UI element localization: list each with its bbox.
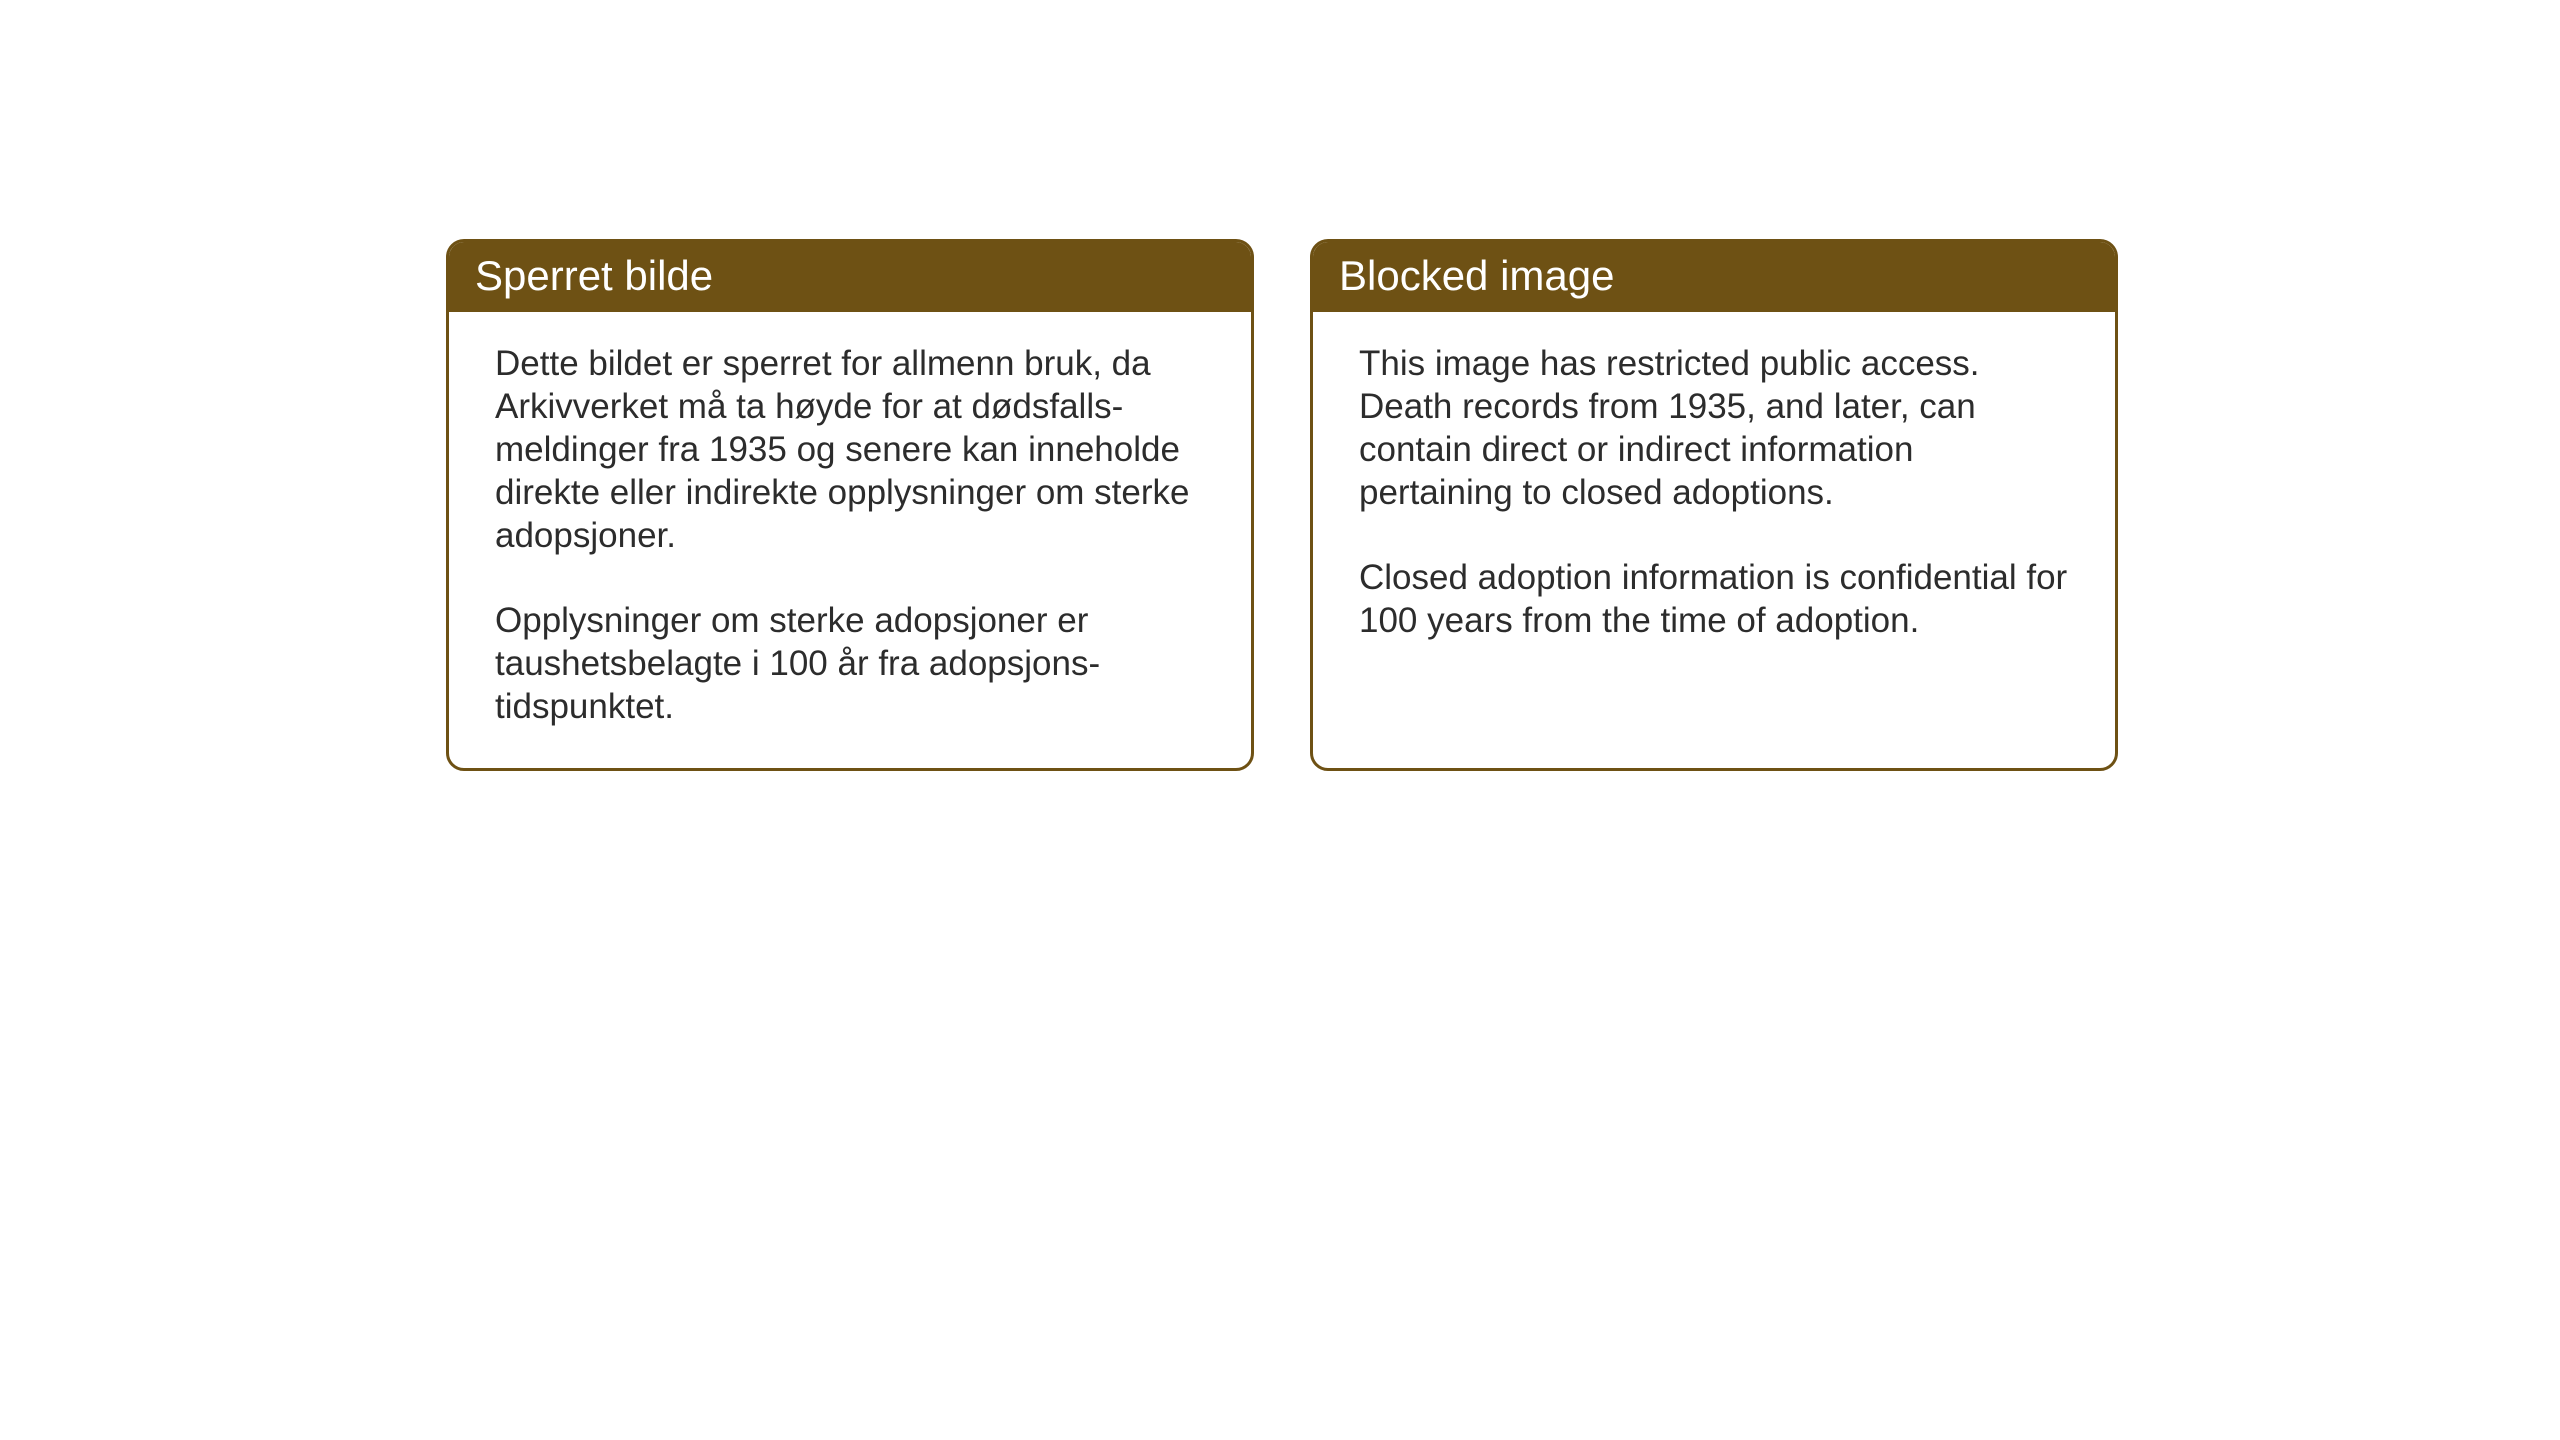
notice-body-english: This image has restricted public access.… xyxy=(1313,312,2115,682)
notice-paragraph-2-english: Closed adoption information is confident… xyxy=(1359,556,2069,642)
notice-card-english: Blocked image This image has restricted … xyxy=(1310,239,2118,771)
notice-paragraph-1-english: This image has restricted public access.… xyxy=(1359,342,2069,514)
notice-paragraph-1-norwegian: Dette bildet er sperret for allmenn bruk… xyxy=(495,342,1205,557)
notice-paragraph-2-norwegian: Opplysninger om sterke adopsjoner er tau… xyxy=(495,599,1205,728)
notice-header-norwegian: Sperret bilde xyxy=(449,242,1251,312)
notice-card-norwegian: Sperret bilde Dette bildet er sperret fo… xyxy=(446,239,1254,771)
notice-header-english: Blocked image xyxy=(1313,242,2115,312)
notice-container: Sperret bilde Dette bildet er sperret fo… xyxy=(446,239,2118,771)
notice-body-norwegian: Dette bildet er sperret for allmenn bruk… xyxy=(449,312,1251,768)
